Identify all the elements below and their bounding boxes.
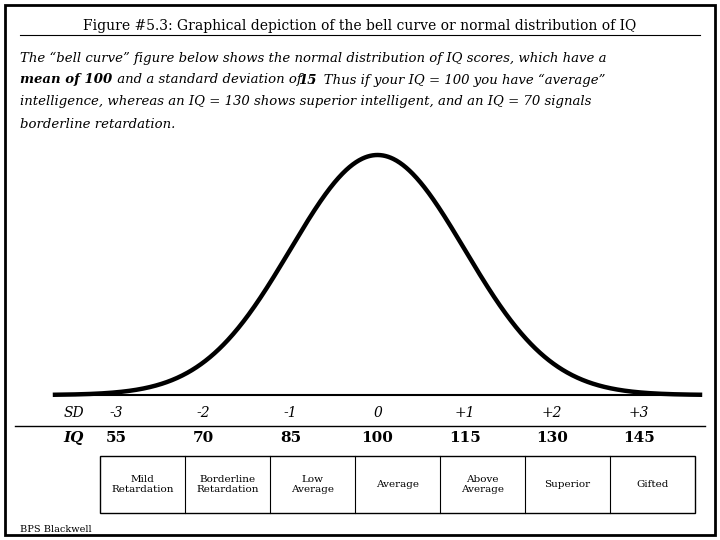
Text: Low
Average: Low Average <box>291 475 334 494</box>
Text: borderline retardation.: borderline retardation. <box>20 118 176 131</box>
Text: Gifted: Gifted <box>636 480 669 489</box>
Text: 70: 70 <box>192 431 214 445</box>
Text: 55: 55 <box>106 431 127 445</box>
Text: The “bell curve” figure below shows the normal distribution of IQ scores, which : The “bell curve” figure below shows the … <box>20 51 606 65</box>
Text: .  Thus if your IQ = 100 you have “average”: . Thus if your IQ = 100 you have “averag… <box>311 73 606 86</box>
Text: and a standard deviation of: and a standard deviation of <box>113 73 306 86</box>
Text: -2: -2 <box>197 406 210 420</box>
Text: +2: +2 <box>541 406 562 420</box>
Text: mean of 100: mean of 100 <box>20 73 112 86</box>
Text: +1: +1 <box>454 406 475 420</box>
Text: +3: +3 <box>629 406 649 420</box>
Text: Above
Average: Above Average <box>461 475 504 494</box>
Text: 130: 130 <box>536 431 568 445</box>
Text: IQ: IQ <box>64 431 84 445</box>
Text: Average: Average <box>376 480 419 489</box>
Text: 0: 0 <box>373 406 382 420</box>
Text: Borderline
Retardation: Borderline Retardation <box>197 475 258 494</box>
Text: BPS Blackwell: BPS Blackwell <box>20 525 91 535</box>
Text: Superior: Superior <box>544 480 590 489</box>
Text: 145: 145 <box>623 431 655 445</box>
Text: 100: 100 <box>361 431 393 445</box>
Bar <box>100 456 695 513</box>
Text: intelligence, whereas an IQ = 130 shows superior intelligent, and an IQ = 70 sig: intelligence, whereas an IQ = 130 shows … <box>20 96 591 109</box>
Text: -3: -3 <box>109 406 123 420</box>
Text: 15: 15 <box>298 73 317 86</box>
Text: -1: -1 <box>284 406 297 420</box>
Text: Mild
Retardation: Mild Retardation <box>112 475 174 494</box>
Text: Figure #5.3: Graphical depiction of the bell curve or normal distribution of IQ: Figure #5.3: Graphical depiction of the … <box>84 19 636 33</box>
Text: 115: 115 <box>449 431 480 445</box>
Text: SD: SD <box>63 406 84 420</box>
Text: 85: 85 <box>280 431 301 445</box>
